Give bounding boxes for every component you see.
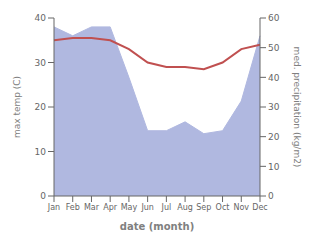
svg-text:Sep: Sep [196, 203, 211, 212]
svg-text:40: 40 [35, 13, 47, 23]
svg-text:Feb: Feb [66, 203, 80, 212]
svg-text:Jul: Jul [161, 203, 172, 212]
svg-text:0: 0 [40, 191, 46, 201]
svg-text:Mar: Mar [84, 203, 100, 212]
svg-text:30: 30 [268, 102, 280, 112]
svg-text:10: 10 [35, 147, 47, 157]
svg-text:0: 0 [268, 191, 274, 201]
svg-text:10: 10 [268, 162, 280, 172]
svg-text:60: 60 [268, 13, 280, 23]
svg-text:Nov: Nov [233, 203, 249, 212]
svg-text:med. precipitation (kg/m2): med. precipitation (kg/m2) [292, 47, 302, 168]
svg-text:Oct: Oct [216, 203, 230, 212]
svg-text:20: 20 [35, 102, 47, 112]
svg-text:max temp (C): max temp (C) [12, 76, 22, 138]
svg-text:20: 20 [268, 132, 280, 142]
svg-text:May: May [121, 203, 138, 212]
svg-text:50: 50 [268, 43, 280, 53]
svg-text:date (month): date (month) [120, 221, 194, 232]
svg-text:30: 30 [35, 58, 47, 68]
svg-text:40: 40 [268, 73, 280, 83]
svg-text:Apr: Apr [103, 203, 118, 212]
svg-text:Aug: Aug [177, 203, 193, 212]
svg-text:Dec: Dec [252, 203, 267, 212]
svg-text:Jun: Jun [140, 203, 154, 212]
svg-text:Jan: Jan [47, 203, 60, 212]
